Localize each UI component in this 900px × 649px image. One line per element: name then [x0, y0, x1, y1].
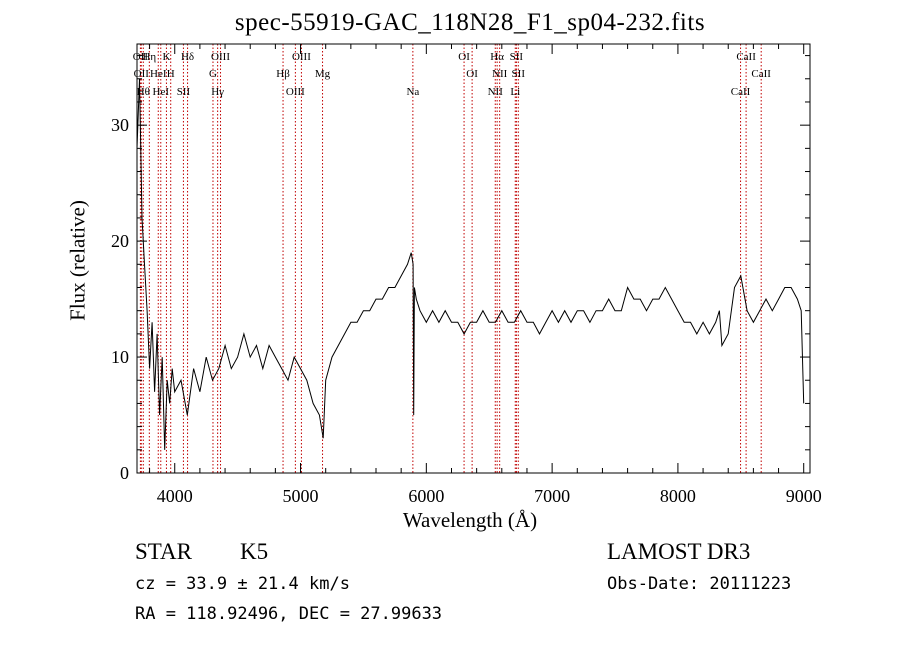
- x-tick-label: 4000: [157, 486, 193, 506]
- line-marker-label: K: [162, 51, 170, 63]
- line-marker-label: HeI: [153, 86, 170, 98]
- line-labels: OIIOIIHθHηHeIHeIKHSIIHδGHγOIIIHβOIIIOIII…: [133, 51, 772, 98]
- x-tick-label: 6000: [408, 486, 444, 506]
- line-marker-label: OII: [134, 68, 150, 80]
- obs-date-text: Obs-Date: 20111223: [607, 574, 792, 594]
- line-marker-label: SII: [512, 68, 526, 80]
- line-marker-label: Hθ: [137, 86, 150, 98]
- x-axis-label: Wavelength (Å): [402, 508, 538, 532]
- line-marker-label: Na: [406, 86, 419, 98]
- axes: 4000 5000 6000 7000 8000 9000 0 10 20 30: [111, 43, 822, 506]
- line-marker-label: G: [209, 68, 217, 80]
- object-subclass: K5: [240, 539, 269, 564]
- y-tick-label: 20: [111, 231, 129, 251]
- line-marker-label: NII: [488, 86, 504, 98]
- survey-name: LAMOST DR3: [607, 539, 751, 564]
- coordinates-text: RA = 118.92496, DEC = 27.99633: [135, 604, 443, 624]
- x-tick-label: 9000: [786, 486, 822, 506]
- line-marker-label: OIII: [211, 51, 230, 63]
- line-marker-label: Hη: [142, 51, 156, 63]
- line-markers: [139, 44, 762, 473]
- line-marker-label: H: [167, 68, 175, 80]
- object-class: STAR: [135, 539, 192, 564]
- line-marker-label: CaII: [736, 51, 756, 63]
- line-marker-label: Hβ: [276, 68, 290, 80]
- spectrum-line: [136, 78, 805, 450]
- plot-frame: [136, 43, 811, 474]
- x-tick-label: 8000: [660, 486, 696, 506]
- y-axis-label: Flux (relative): [65, 200, 90, 321]
- line-marker-label: Li: [510, 86, 520, 98]
- line-marker-label: SII: [177, 86, 191, 98]
- x-tick-label: 5000: [283, 486, 319, 506]
- line-marker-label: SII: [510, 51, 524, 63]
- redshift-text: cz = 33.9 ± 21.4 km/s: [135, 574, 350, 594]
- y-tick-label: 30: [111, 115, 129, 135]
- line-marker-label: OI: [458, 51, 470, 63]
- line-marker-label: Hγ: [211, 86, 224, 98]
- line-marker-label: OI: [466, 68, 478, 80]
- line-marker-label: OII: [133, 51, 149, 63]
- spectrum-series: [136, 78, 805, 450]
- line-marker-label: Hα: [490, 51, 504, 63]
- line-marker-label: NII: [492, 68, 508, 80]
- line-marker-label: OIII: [292, 51, 311, 63]
- y-tick-label: 0: [120, 463, 129, 483]
- line-marker-label: CaII: [751, 68, 771, 80]
- y-tick-label: 10: [111, 347, 129, 367]
- x-tick-label: 7000: [534, 486, 570, 506]
- line-marker-label: Mg: [315, 68, 331, 80]
- line-marker-label: OIII: [286, 86, 305, 98]
- line-marker-label: Hδ: [181, 51, 194, 63]
- line-marker-label: HeI: [150, 68, 167, 80]
- line-marker-label: CaII: [731, 86, 751, 98]
- chart-title: spec-55919-GAC_118N28_F1_sp04-232.fits: [234, 9, 706, 36]
